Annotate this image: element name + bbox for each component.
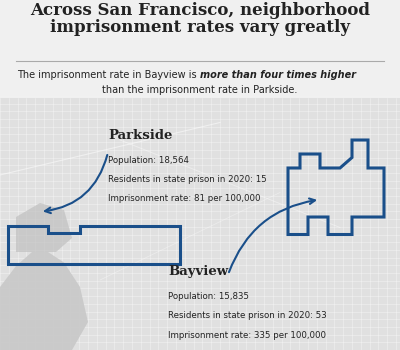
Text: Parkside: Parkside: [108, 129, 172, 142]
Text: more than four times higher: more than four times higher: [200, 70, 356, 80]
Text: than the imprisonment rate in Parkside.: than the imprisonment rate in Parkside.: [102, 85, 298, 95]
Bar: [0, 0, 400, 98]
Text: Across San Francisco, neighborhood: Across San Francisco, neighborhood: [30, 2, 370, 19]
Polygon shape: [16, 203, 72, 252]
Text: Population: 15,835: Population: 15,835: [168, 292, 249, 301]
Bar: [0, 98, 400, 350]
Text: Bayview: Bayview: [168, 265, 228, 278]
Text: Imprisonment rate: 335 per 100,000: Imprisonment rate: 335 per 100,000: [168, 331, 326, 340]
Text: Population: 18,564: Population: 18,564: [108, 156, 189, 165]
Text: Residents in state prison in 2020: 15: Residents in state prison in 2020: 15: [108, 175, 267, 184]
Text: Residents in state prison in 2020: 53: Residents in state prison in 2020: 53: [168, 312, 327, 321]
Text: The imprisonment rate in Bayview is: The imprisonment rate in Bayview is: [17, 70, 200, 80]
Text: Imprisonment rate: 81 per 100,000: Imprisonment rate: 81 per 100,000: [108, 194, 260, 203]
Text: imprisonment rates vary greatly: imprisonment rates vary greatly: [50, 19, 350, 36]
Polygon shape: [0, 252, 88, 350]
